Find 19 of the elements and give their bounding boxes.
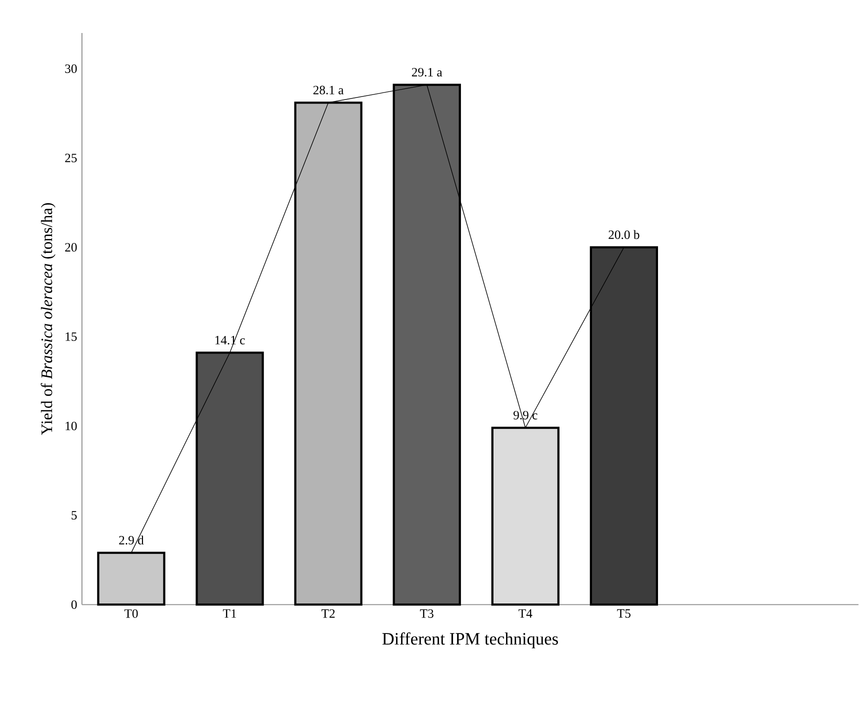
x-tick-label: T3 <box>420 610 434 618</box>
y-tick-label: 30 <box>65 64 77 74</box>
x-axis-title: Different IPM techniques <box>382 632 558 648</box>
y-tick-label: 15 <box>66 332 77 342</box>
y-tick-label: 5 <box>72 511 77 520</box>
data-label: 29.1 a <box>412 68 442 77</box>
y-tick-label: 25 <box>65 154 77 162</box>
y-tick-label: 10 <box>66 422 77 430</box>
x-tick-label: T5 <box>617 610 630 618</box>
y-tick-label: 0 <box>71 600 77 610</box>
y-axis-title: Yield of Brassica oleracea (tons/ha) <box>40 203 56 436</box>
x-tick-label: T2 <box>322 610 335 618</box>
data-label: 2.9 d <box>119 536 144 545</box>
x-tick-label: T0 <box>124 610 138 618</box>
y-tick-label: 20 <box>65 243 77 252</box>
data-label: 28.1 a <box>313 86 344 95</box>
data-label: 20.0 b <box>608 230 640 240</box>
x-tick-label: T4 <box>518 610 532 618</box>
x-tick-label: T1 <box>222 610 236 618</box>
